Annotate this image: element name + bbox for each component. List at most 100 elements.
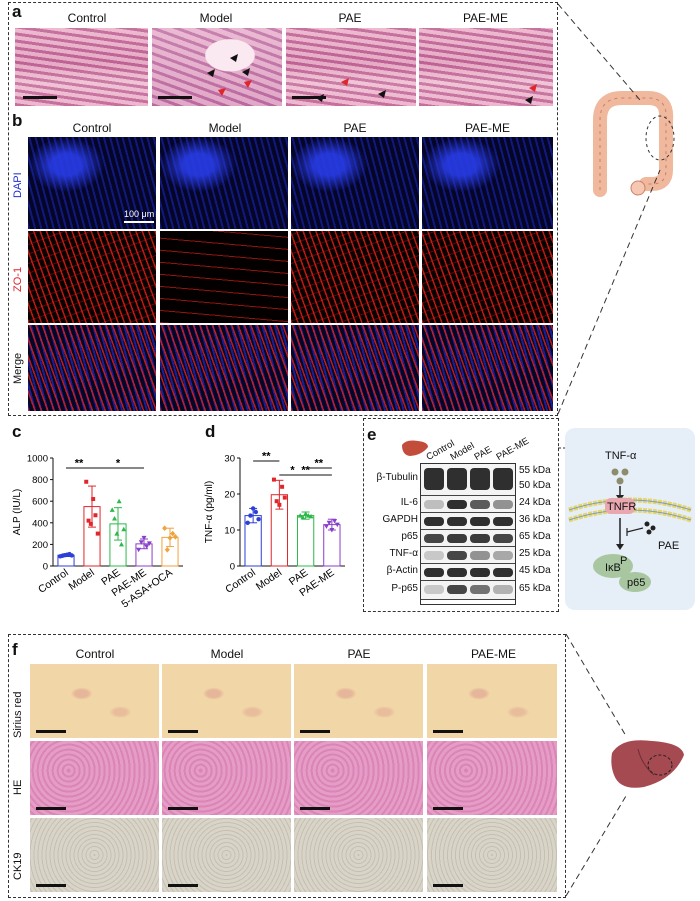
y-tick-label: 200 — [32, 540, 48, 551]
panel-b-dapi-control — [28, 137, 156, 229]
panel-f-col-pae: PAE — [347, 647, 371, 661]
panel-b-col-paeme: PAE-ME — [464, 121, 511, 135]
data-point — [248, 513, 253, 518]
pathway-receptor: TNFR — [607, 501, 637, 513]
data-point — [250, 506, 256, 511]
panel-b-dapi-paeme — [422, 137, 553, 229]
blot-kda-label: 45 kDa — [519, 564, 551, 576]
data-point — [118, 541, 124, 547]
panel-b-zo1-paeme — [422, 231, 553, 323]
data-point — [334, 522, 340, 528]
y-tick-label: 400 — [32, 518, 48, 529]
panel-f-col-control: Control — [75, 647, 115, 661]
panel-b-zo1-pae — [291, 231, 419, 323]
blot-row — [421, 564, 515, 581]
panel-f-row-he: HE — [12, 779, 24, 795]
blot-row — [421, 496, 515, 513]
data-point — [141, 535, 147, 541]
data-point — [109, 507, 115, 512]
blot-band — [493, 517, 513, 526]
panel-a-image-pae — [286, 28, 416, 106]
data-point — [86, 518, 91, 523]
data-point — [297, 513, 303, 518]
x-tick-label: Control — [36, 567, 71, 596]
data-point — [256, 517, 261, 522]
blot-kda-label: 65 kDa — [519, 530, 551, 542]
y-axis-label: ALP (IU/L) — [12, 489, 23, 536]
panel-f-image — [427, 664, 557, 738]
panel-f-image — [30, 664, 159, 738]
blot-band — [424, 551, 444, 560]
pathway-ikb: IκB — [605, 562, 621, 574]
data-point — [136, 547, 142, 553]
blot-band — [447, 568, 467, 577]
pathway-phospho: P — [620, 555, 628, 567]
blot-band — [447, 551, 467, 560]
data-point — [114, 531, 120, 536]
y-tick-label: 1000 — [27, 454, 48, 465]
data-point — [245, 520, 250, 525]
data-point — [116, 498, 122, 504]
panel-f-label: f — [12, 640, 18, 659]
blot-band — [493, 534, 513, 543]
bar — [296, 515, 315, 567]
panel-f-row-ck19: CK19 — [12, 852, 24, 880]
western-blot — [420, 463, 516, 605]
blot-band — [493, 500, 513, 509]
blot-protein-label: p65 — [401, 530, 418, 542]
blot-kda-label: 36 kDa — [519, 513, 551, 525]
panel-b-zo1-control — [28, 231, 156, 323]
panel-f-image — [294, 818, 423, 892]
blot-band — [447, 585, 467, 594]
panel-a-image-control — [15, 28, 148, 106]
blot-kda-label: 24 kDa — [519, 496, 551, 508]
blot-band — [424, 517, 444, 526]
data-point — [88, 521, 93, 526]
y-tick-label: 0 — [230, 562, 235, 573]
y-axis-label: TNF-α (pg/ml) — [204, 481, 215, 543]
blot-protein-label: P-p65 — [391, 582, 418, 594]
blot-band — [424, 568, 444, 577]
significance-label: ** — [75, 458, 84, 470]
blot-kda-label: 25 kDa — [519, 547, 551, 559]
panel-f-col-paeme: PAE-ME — [470, 647, 517, 661]
blot-row — [421, 547, 515, 564]
panel-b-col-pae: PAE — [343, 121, 367, 135]
blot-band — [470, 585, 490, 594]
data-point — [112, 515, 118, 521]
blot-protein-label: β-Actin — [386, 564, 418, 576]
data-point — [172, 534, 178, 540]
liver-connector-lines — [566, 633, 627, 897]
blot-band — [493, 551, 513, 560]
panel-f-col-model: Model — [210, 647, 244, 661]
data-point — [170, 530, 176, 537]
panel-f-image — [30, 741, 159, 815]
data-point — [323, 524, 329, 529]
significance-label: ** — [262, 451, 271, 463]
data-point — [308, 513, 314, 519]
colon-connector-lines — [557, 3, 661, 415]
data-point — [146, 541, 152, 546]
y-tick-label: 0 — [43, 562, 48, 573]
blot-protein-label: IL-6 — [400, 496, 418, 508]
panel-b-zo1-model — [160, 231, 288, 323]
data-point — [282, 495, 287, 500]
blot-band — [470, 568, 490, 577]
panel-b-dapi-pae — [291, 137, 419, 229]
blot-band — [470, 517, 490, 526]
liver-icon-small — [402, 440, 428, 456]
data-point — [95, 531, 100, 536]
data-point — [303, 511, 309, 516]
blot-band — [470, 534, 490, 543]
blot-row — [421, 581, 515, 600]
blot-protein-label: GAPDH — [382, 513, 418, 525]
y-tick-label: 800 — [32, 475, 48, 486]
blot-protein-label: TNF-α — [389, 547, 418, 559]
y-tick-label: 30 — [224, 454, 235, 465]
panel-f-frame — [8, 634, 566, 898]
panel-b-dapi-model — [160, 137, 288, 229]
x-tick-label: Model — [254, 567, 284, 593]
x-tick-label: Control — [223, 567, 258, 596]
data-point — [332, 519, 338, 524]
